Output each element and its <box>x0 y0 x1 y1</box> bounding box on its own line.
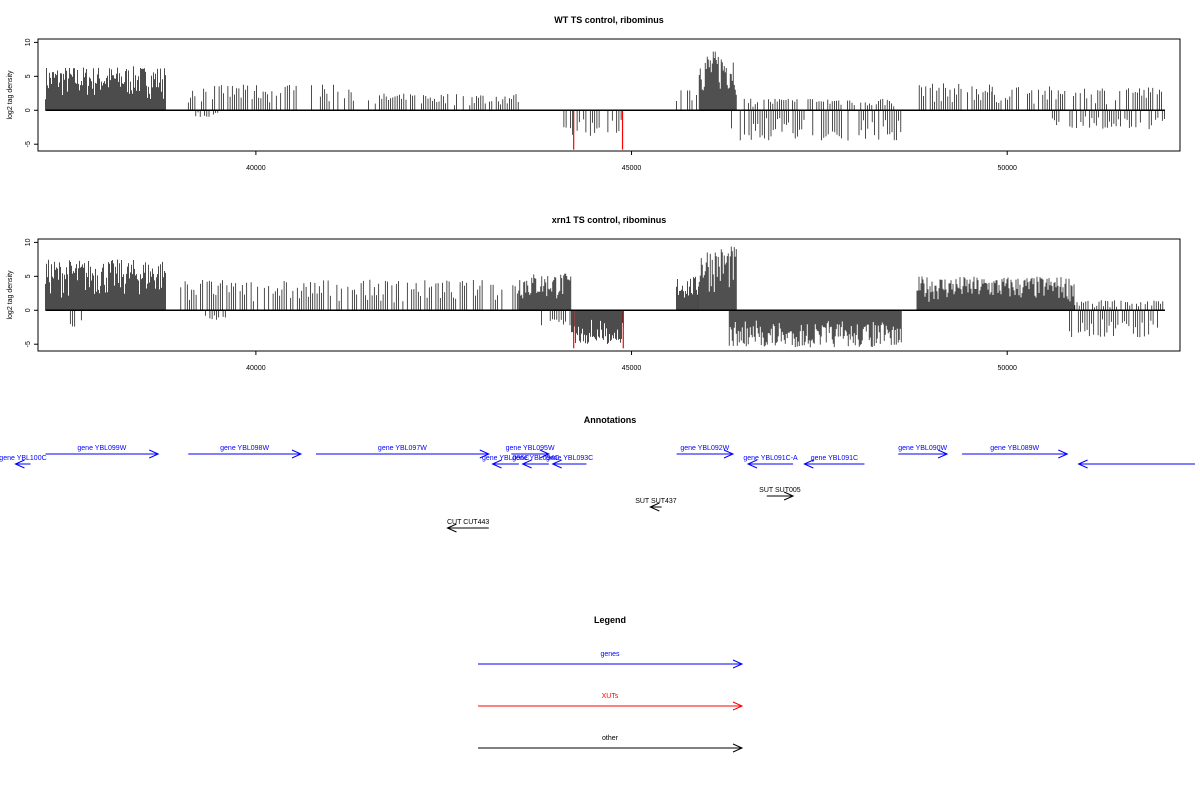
annotation-feature: SUT SUT005 <box>759 487 801 501</box>
feature-arrowhead <box>291 449 303 459</box>
feature-arrowhead <box>783 491 795 501</box>
feature-label: SUT SUT437 <box>635 498 677 505</box>
legend-item: XUTs <box>478 693 744 711</box>
x-tick-label: 40000 <box>246 365 266 372</box>
feature-label: gene YBL094C <box>512 455 559 462</box>
annotation-feature: gene YBL093C <box>546 455 593 469</box>
legend-arrowhead <box>732 743 744 753</box>
feature-arrowhead <box>937 449 949 459</box>
feature-arrowhead <box>479 449 491 459</box>
plot-frame <box>37 38 1181 152</box>
annotation-feature: gene YBL098W <box>188 445 303 459</box>
annotation-feature: gene YBL097W <box>315 445 491 459</box>
y-tick-label: 5 <box>25 74 32 78</box>
annotation-feature: CUT CUT443 <box>446 519 489 533</box>
series-minus-highlight <box>573 310 624 349</box>
feature-label: gene YBL090W <box>898 445 947 452</box>
feature-arrowhead <box>1077 459 1088 469</box>
x-tick-label: 50000 <box>997 365 1017 372</box>
feature-label: gene YBL096C <box>482 455 529 462</box>
y-axis-label: log2 tag density <box>7 70 14 120</box>
feature-label: gene YBL097W <box>378 445 427 452</box>
annotation-feature: gene YBL100C <box>0 455 47 469</box>
feature-arrowhead <box>1058 449 1069 459</box>
annotations-title: Annotations <box>584 415 637 425</box>
y-tick-label: 10 <box>25 38 32 46</box>
series-plus <box>45 51 1162 111</box>
annotation-feature: gene YBL090W <box>898 445 949 459</box>
x-tick-label: 45000 <box>622 365 642 372</box>
legend-panel: Legend genes XUTs other <box>478 615 744 753</box>
feature-arrowhead <box>491 459 502 469</box>
feature-label: gene YBL091C-A <box>743 455 798 462</box>
feature-arrowhead <box>521 459 532 469</box>
y-tick-label: 10 <box>25 238 32 246</box>
y-tick-label: 0 <box>25 108 32 112</box>
feature-label: gene YBL095W <box>506 445 555 452</box>
feature-label: CUT CUT443 <box>447 519 489 526</box>
chart-title: WT TS control, ribominus <box>554 15 664 25</box>
x-tick-label: 45000 <box>622 165 642 172</box>
legend-arrowhead <box>732 701 744 711</box>
feature-arrowhead <box>803 459 814 469</box>
feature-label: gene YBL089W <box>990 445 1039 452</box>
feature-label: gene YBL091C <box>811 455 858 462</box>
legend-label: XUTs <box>602 693 619 700</box>
legend-label: other <box>602 735 619 742</box>
y-tick-label: 0 <box>25 308 32 312</box>
feature-arrowhead <box>149 449 160 459</box>
series-plus <box>45 246 1164 311</box>
series-minus <box>195 110 1165 141</box>
y-tick-label: -5 <box>25 141 32 147</box>
x-tick-label: 40000 <box>246 165 266 172</box>
feature-arrowhead <box>649 502 660 512</box>
feature-arrowhead <box>14 459 25 469</box>
annotation-feature: gene YBL099W <box>45 445 160 459</box>
legend-item: other <box>478 735 744 753</box>
annotation-feature: gene YBL091C <box>803 455 865 469</box>
feature-label: SUT SUT005 <box>759 487 801 494</box>
annotations-panel: Annotations gene YBL100C gene YBL099W gene… <box>0 415 1196 533</box>
y-tick-label: 5 <box>25 274 32 278</box>
annotation-feature: gene YBL094C <box>512 455 559 469</box>
annotation-feature: gene YBL091C-A <box>743 455 798 469</box>
x-tick-label: 50000 <box>997 165 1017 172</box>
feature-label: gene YBL098W <box>220 445 269 452</box>
legend-label: genes <box>600 651 620 658</box>
panel-wt: WT TS control, ribominus log2 tag density… <box>7 15 1181 172</box>
annotation-feature: gene YBL096C <box>482 455 529 469</box>
feature-label: gene YBL092W <box>680 445 729 452</box>
y-axis-label: log2 tag density <box>7 270 14 320</box>
feature-arrowhead <box>539 449 551 459</box>
legend-item: genes <box>478 651 744 669</box>
chart-title: xrn1 TS control, ribominus <box>552 215 667 225</box>
feature-label: gene YBL093C <box>546 455 593 462</box>
annotation-feature: gene YBL089W <box>962 445 1069 459</box>
plot-frame <box>37 238 1181 352</box>
feature-arrowhead <box>551 459 562 469</box>
feature-arrowhead <box>723 449 735 459</box>
feature-label: gene YBL100C <box>0 455 47 462</box>
annotation-feature: gene YBL092W <box>676 445 735 459</box>
annotation-feature: gene YBL095W <box>506 445 555 459</box>
legend-title: Legend <box>594 615 626 625</box>
series-minus-highlight <box>573 110 624 150</box>
y-tick-label: -5 <box>25 341 32 347</box>
series-minus <box>69 310 1158 348</box>
feature-label: gene YBL099W <box>77 445 126 452</box>
feature-arrowhead <box>446 523 457 533</box>
annotation-feature <box>1077 459 1196 469</box>
legend-arrowhead <box>732 659 744 669</box>
annotation-feature: SUT SUT437 <box>635 498 677 512</box>
feature-arrowhead <box>746 459 758 469</box>
panel-xrn1: xrn1 TS control, ribominus log2 tag densi… <box>7 215 1181 372</box>
